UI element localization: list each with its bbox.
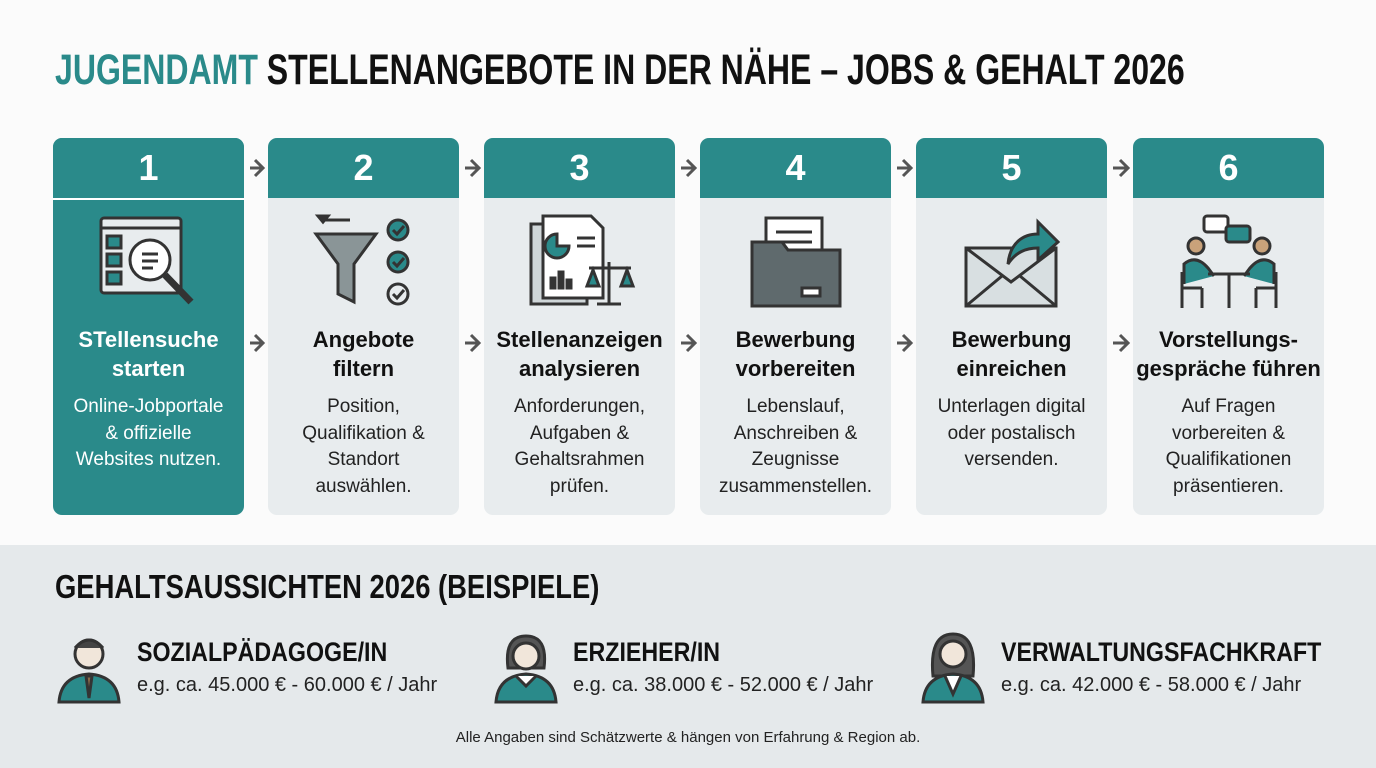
step-number: 3: [484, 138, 675, 198]
arrow: [681, 158, 698, 178]
step-title-line: starten: [111, 356, 186, 381]
title-rest: STELLENANGEBOTE IN DER NÄHE – JOBS & GEH…: [266, 46, 1185, 94]
step-title-line: gespräche führen: [1136, 356, 1321, 381]
person-icon: [921, 632, 985, 704]
job-title: VERWALTUNGSFACHKRAFT: [1001, 637, 1322, 667]
icon-filter: [313, 214, 410, 306]
step-title: Bewerbung einreichen: [916, 325, 1107, 383]
step-desc-line: versenden.: [964, 449, 1059, 470]
step-desc-line: Qualifikation &: [302, 422, 425, 444]
salary-section: [0, 545, 1376, 768]
step-desc-line: Gehaltsrahmen: [514, 449, 645, 470]
title-highlight: JUGENDAMT: [55, 46, 258, 94]
step-desc-line: Anschreiben &: [733, 422, 858, 444]
step-desc-line: Lebenslauf,: [746, 396, 845, 417]
step-desc-line: & offizielle: [105, 422, 192, 444]
step-title-line: vorbereiten: [735, 356, 856, 381]
arrow: [465, 158, 482, 178]
step-desc-line: auswählen.: [315, 475, 412, 497]
step-title-line: Stellenanzeigen: [496, 327, 663, 352]
arrow: [897, 158, 914, 178]
step-desc-line: zusammenstellen.: [718, 475, 873, 497]
job-title: SOZIALPÄDAGOGE/IN: [137, 637, 388, 667]
step-desc-line: Position,: [327, 396, 400, 417]
arrow: [465, 333, 482, 353]
arrows: [250, 158, 1131, 353]
person-icon: [494, 634, 558, 704]
step-number: 4: [700, 138, 891, 198]
step-title: Bewerbung vorbereiten: [700, 325, 891, 383]
step-title-line: filtern: [332, 356, 395, 381]
step-card: 6 Vorstellungs-gespräche führen Auf Fragen…: [1133, 138, 1324, 515]
icon-search: [99, 216, 194, 305]
step-card: 1 STellensuche starten Online-Jobportale & o…: [53, 138, 244, 515]
arrow: [250, 158, 266, 178]
icon-envelope: [964, 218, 1061, 308]
step-title-line: STellensuche: [78, 327, 219, 352]
step-desc: Unterlagen digital oder postalisch versend…: [916, 394, 1107, 474]
step-desc-line: Auf Fragen: [1181, 396, 1276, 417]
arrow: [897, 333, 914, 353]
footnote: Alle Angaben sind Schätzwerte & hängen v…: [455, 729, 921, 746]
salary-range: e.g. ca. 42.000 € - 58.000 € / Jahr: [1001, 674, 1302, 696]
step-title: Angebote filtern: [268, 325, 459, 383]
step-title-line: einreichen: [956, 356, 1067, 381]
step-desc-line: oder postalisch: [947, 422, 1076, 444]
arrow: [1113, 333, 1131, 353]
arrow: [250, 333, 266, 353]
salary-range: e.g. ca. 45.000 € - 60.000 € / Jahr: [137, 674, 438, 696]
step-desc-line: Anforderungen,: [514, 396, 645, 417]
step-card: 3 Stellenanzeigen analysieren Anforderungen…: [484, 138, 675, 515]
step-desc: Anforderungen, Aufgaben & Gehaltsrahmen prü…: [484, 394, 675, 500]
step-title: Vorstellungs-gespräche führen: [1133, 325, 1324, 383]
step-number: 6: [1133, 138, 1324, 198]
icon-analyze: [529, 214, 636, 306]
step-desc: Auf Fragen vorbereiten & Qualifikationen pr…: [1133, 394, 1324, 500]
step-card: 2 Angebote filtern Position, Qualifikation &…: [268, 138, 459, 515]
step-desc: Position, Qualifikation & Standort auswähle…: [268, 394, 459, 500]
step-desc: Lebenslauf, Anschreiben & Zeugnisse zusamme…: [700, 394, 891, 500]
step-desc-line: Unterlagen digital: [937, 396, 1086, 417]
step-number: 5: [916, 138, 1107, 198]
step-desc-line: vorbereiten &: [1171, 422, 1285, 444]
step-title-line: Bewerbung: [735, 327, 856, 352]
step-title: STellensuche starten: [53, 325, 244, 383]
step-number: 2: [268, 138, 459, 198]
step-desc: Online-Jobportale & offizielle Websites nu…: [53, 394, 244, 474]
step-desc-line: Aufgaben &: [529, 422, 630, 444]
salary-range: e.g. ca. 38.000 € - 52.000 € / Jahr: [573, 674, 874, 696]
step-desc-line: prüfen.: [549, 475, 610, 497]
step-desc-line: Zeugnisse: [751, 449, 840, 470]
job-title: ERZIEHER/IN: [573, 637, 721, 667]
title: JUGENDAMT STELLENANGEBOTE IN DER NÄHE – …: [55, 46, 1185, 95]
step-number: 1: [53, 138, 244, 200]
step-card: 4 Bewerbung vorbereiten Lebenslauf, Anschrei…: [700, 138, 891, 515]
step-title-line: Angebote: [312, 327, 415, 352]
step-desc-line: präsentieren.: [1173, 475, 1284, 497]
step-desc-line: Qualifikationen: [1165, 449, 1292, 470]
person-icon: [57, 638, 121, 704]
icon-meeting: [1180, 214, 1278, 308]
arrow: [1113, 158, 1131, 178]
salary-title: GEHALTSAUSSICHTEN 2026 (BEISPIELE): [55, 568, 600, 605]
step-title-line: Vorstellungs-: [1159, 327, 1298, 352]
step-title: Stellenanzeigen analysieren: [484, 325, 675, 383]
step-desc-line: Standort: [327, 449, 400, 470]
step-title-line: analysieren: [518, 356, 641, 381]
arrow: [681, 333, 698, 353]
step-title-line: Bewerbung: [951, 327, 1072, 352]
step-card: 5 Bewerbung einreichen Unterlagen digital od…: [916, 138, 1107, 515]
icon-folder: [750, 216, 842, 308]
step-desc-line: Websites nutzen.: [75, 449, 222, 470]
step-desc-line: Online-Jobportale: [73, 396, 224, 417]
